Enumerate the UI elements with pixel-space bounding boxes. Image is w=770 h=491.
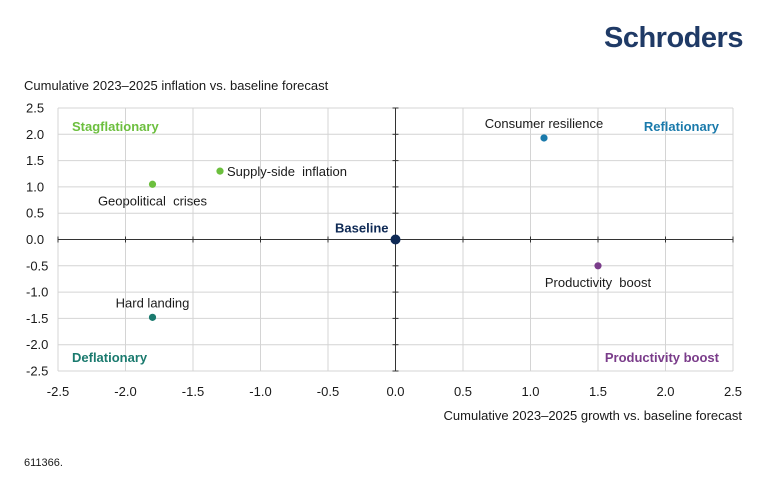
data-point: [216, 167, 224, 175]
y-tick-label: 0.0: [26, 232, 44, 247]
data-point: [540, 134, 548, 142]
y-tick-label: -0.5: [26, 258, 48, 273]
x-axis-title: Cumulative 2023–2025 growth vs. baseline…: [443, 408, 742, 423]
footnote: 611366.: [24, 457, 63, 469]
x-tick-label: -1.0: [249, 384, 271, 399]
y-tick-label: -2.0: [26, 337, 48, 352]
data-label: Hard landing: [116, 295, 190, 310]
x-tick-label: 2.0: [656, 384, 674, 399]
x-tick-label: -2.0: [114, 384, 136, 399]
y-tick-label: 1.5: [26, 153, 44, 168]
x-tick-label: 1.5: [589, 384, 607, 399]
y-tick-label: -2.5: [26, 364, 48, 379]
y-tick-label: 2.5: [26, 101, 44, 116]
quadrant-label: Deflationary: [72, 350, 148, 365]
data-label: Geopolitical crises: [98, 193, 208, 208]
x-tick-label: 0.5: [454, 384, 472, 399]
y-tick-label: 1.0: [26, 179, 44, 194]
x-tick-label: 2.5: [724, 384, 742, 399]
quadrant-label: Stagflationary: [72, 119, 159, 134]
data-point: [148, 180, 157, 188]
y-tick-label: -1.0: [26, 285, 48, 300]
data-label: Baseline: [335, 221, 388, 236]
y-axis-title: Cumulative 2023–2025 inflation vs. basel…: [24, 78, 329, 93]
x-tick-label: 0.0: [386, 384, 404, 399]
data-label: Consumer resilience: [485, 116, 604, 131]
x-tick-label: 1.0: [521, 384, 539, 399]
x-tick-label: -0.5: [317, 384, 339, 399]
x-tick-label: -1.5: [182, 384, 204, 399]
y-tick-label: 2.0: [26, 127, 44, 142]
y-tick-label: 0.5: [26, 206, 44, 221]
y-tick-label: -1.5: [26, 311, 48, 326]
schroders-logo: Schroders: [604, 22, 743, 54]
data-point: [390, 234, 401, 245]
quadrant-label: Productivity boost: [605, 350, 720, 365]
data-label: Supply-side inflation: [227, 164, 347, 179]
quadrant-label: Reflationary: [644, 119, 720, 134]
data-point: [148, 313, 157, 321]
data-label: Productivity boost: [545, 275, 652, 290]
x-tick-label: -2.5: [47, 384, 69, 399]
data-point: [594, 262, 602, 270]
